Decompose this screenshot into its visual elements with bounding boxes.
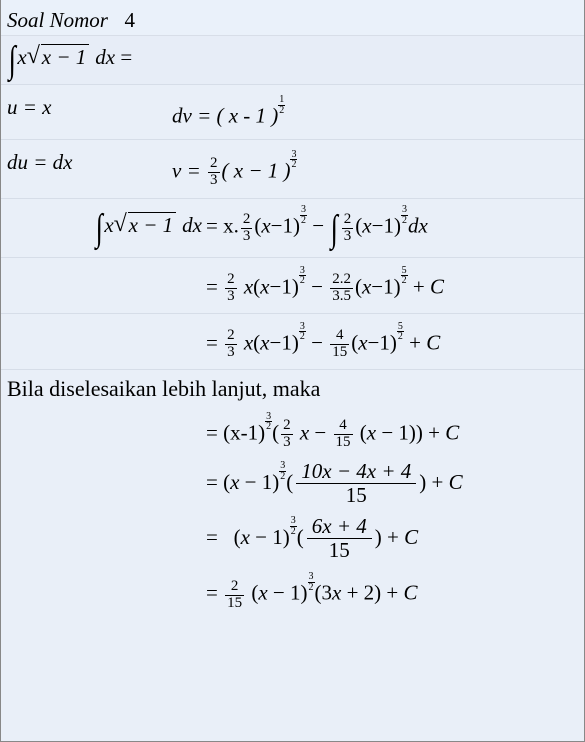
step1-lhs: ∫xx − 1dx (7, 206, 206, 250)
title-number: 4 (124, 8, 135, 32)
step6-rhs: = (x − 1)32(6x + 415) + C (206, 512, 578, 563)
step-2: = 23 x(x−1)32 − 2.23.5(x−1)52 + C (1, 258, 584, 314)
step5-rhs: = (x − 1)32(10x − 4x + 415) + C (206, 457, 578, 508)
step1-rhs: = x.23(x−1)32 − ∫23(x−1)32dx (206, 205, 578, 251)
step-1: ∫xx − 1dx = x.23(x−1)32 − ∫23(x−1)32dx (1, 199, 584, 258)
v-equals: v = 23( x − 1 )32 (172, 150, 578, 189)
subst-row-2: du = dx v = 23( x − 1 )32 (1, 140, 584, 200)
step2-rhs: = 23 x(x−1)32 − 2.23.5(x−1)52 + C (206, 266, 578, 305)
step-6: = (x − 1)32(6x + 415) + C (1, 510, 584, 565)
problem-expression: ∫xx − 1dx = (7, 45, 132, 69)
step-4: = (x-1)32(23 x − 415 (x − 1)) + C (1, 408, 584, 455)
step-7: = 215 (x − 1)32(3x + 2) + C (1, 564, 584, 613)
step4-rhs: = (x-1)32(23 x − 415 (x − 1)) + C (206, 412, 578, 451)
problem-row: ∫xx − 1dx = (1, 36, 584, 85)
du-equals: du = dx (7, 150, 172, 189)
dv-equals: dv = ( x - 1 )12 (172, 95, 578, 129)
step3-rhs: = 23 x(x−1)32 − 415(x−1)52 + C (206, 322, 578, 361)
step-5: = (x − 1)32(10x − 4x + 415) + C (1, 455, 584, 510)
step-3: = 23 x(x−1)32 − 415(x−1)52 + C (1, 314, 584, 370)
title-label: Soal Nomor (7, 8, 108, 32)
subst-row-1: u = x dv = ( x - 1 )12 (1, 85, 584, 140)
title-row: Soal Nomor 4 (1, 0, 584, 36)
u-equals: u = x (7, 95, 172, 129)
continuation-text: Bila diselesaikan lebih lanjut, maka (1, 370, 584, 408)
step7-rhs: = 215 (x − 1)32(3x + 2) + C (206, 572, 578, 611)
